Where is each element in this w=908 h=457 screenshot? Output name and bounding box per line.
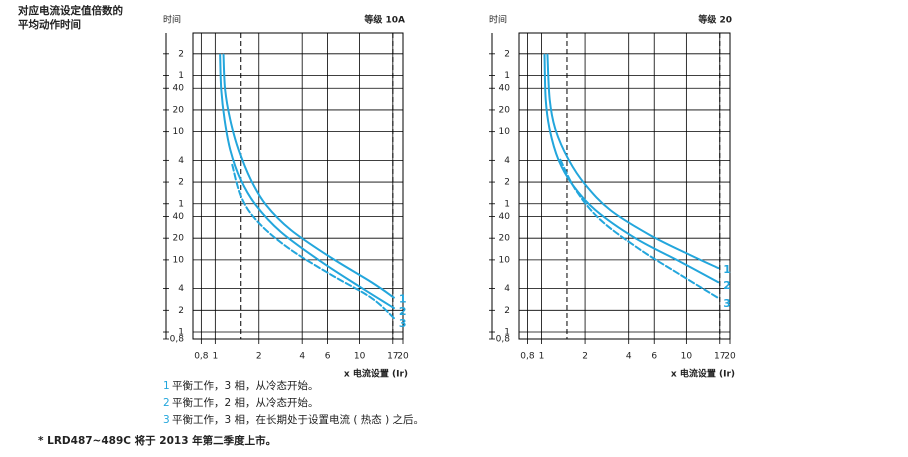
- legend-number: 3: [163, 414, 170, 426]
- curve-label: 1: [723, 263, 731, 276]
- y-tick-label: 4: [504, 156, 510, 166]
- chart-title: 等级 20: [697, 14, 732, 26]
- x-tick-label: 2: [256, 352, 262, 362]
- y-tick-label: 10: [499, 127, 511, 137]
- y-tick-label: 1: [504, 71, 510, 81]
- y-tick-label: 4: [504, 284, 510, 294]
- y-tick-label: 2: [504, 306, 510, 316]
- x-tick-label: 10: [354, 352, 366, 362]
- x-tick-label: 1: [212, 352, 218, 362]
- y-tick-label: 1: [178, 199, 184, 209]
- y-tick-label: 20: [173, 105, 185, 115]
- y-axis-label: 时间: [163, 14, 181, 26]
- y-tick-label: 40: [173, 212, 185, 222]
- y-tick-label: 0,8: [496, 335, 511, 345]
- heading-line: 对应电流设定值倍数的: [18, 4, 123, 17]
- y-tick-label: 2: [504, 178, 510, 188]
- x-tick-label: 2: [582, 352, 588, 362]
- heading-line: 平均动作时间: [18, 18, 81, 31]
- y-tick-label: 40: [499, 84, 511, 94]
- y-tick-label: 1: [178, 71, 184, 81]
- legend-text: 平衡工作，2 相，从冷态开始。: [172, 396, 319, 409]
- x-tick-label: 17: [387, 352, 398, 362]
- y-tick-label: 2: [178, 306, 184, 316]
- x-tick-label: 0,8: [520, 352, 535, 362]
- y-tick-label: 4: [178, 156, 184, 166]
- curve: [222, 53, 395, 299]
- chart-title: 等级 10A: [363, 14, 405, 26]
- legend-number: 2: [163, 397, 170, 409]
- x-tick-label: 0,8: [194, 352, 209, 362]
- y-tick-label: 10: [173, 255, 185, 265]
- curve-label: 3: [723, 297, 731, 310]
- curve-label: 3: [399, 317, 407, 330]
- y-tick-label: 20: [173, 234, 185, 244]
- x-tick-label: 4: [626, 352, 632, 362]
- plot-frame: [192, 32, 404, 340]
- y-tick-label: 10: [173, 127, 185, 137]
- plot-frame: [518, 32, 731, 340]
- x-tick-label: 4: [299, 352, 305, 362]
- y-axis-label: 时间: [489, 14, 507, 26]
- y-tick-label: 0,8: [170, 335, 185, 345]
- y-tick-label: 40: [499, 212, 511, 222]
- x-tick-label: 20: [724, 352, 736, 362]
- legend-number: 1: [163, 380, 170, 392]
- y-tick-label: 2: [504, 49, 510, 59]
- curve: [543, 53, 720, 284]
- y-tick-label: 10: [499, 255, 511, 265]
- x-tick-label: 6: [325, 352, 331, 362]
- y-tick-label: 1: [178, 328, 184, 338]
- x-tick-label: 10: [681, 352, 693, 362]
- curve: [219, 53, 395, 310]
- y-tick-label: 20: [499, 234, 511, 244]
- curve-label: 1: [399, 293, 407, 306]
- footnote: * LRD487~489C 将于 2013 年第二季度上市。: [38, 434, 276, 447]
- x-tick-label: 6: [651, 352, 657, 362]
- y-tick-label: 40: [173, 84, 185, 94]
- x-axis-label: x 电流设置 (Ir): [671, 368, 735, 380]
- curve: [546, 53, 720, 270]
- x-tick-label: 20: [397, 352, 409, 362]
- curve-label: 2: [723, 279, 731, 292]
- legend-text: 平衡工作，3 相，从冷态开始。: [172, 379, 319, 392]
- x-tick-label: 17: [714, 352, 725, 362]
- x-axis-label: x 电流设置 (Ir): [344, 368, 408, 380]
- curve: [231, 163, 395, 320]
- y-tick-label: 2: [178, 178, 184, 188]
- legend-text: 平衡工作，3 相，在长期处于设置电流 ( 热态 ) 之后。: [172, 413, 424, 426]
- curve: [559, 158, 720, 300]
- y-tick-label: 4: [178, 284, 184, 294]
- y-tick-label: 1: [504, 199, 510, 209]
- y-tick-label: 1: [504, 328, 510, 338]
- y-tick-label: 2: [178, 49, 184, 59]
- x-tick-label: 1: [539, 352, 545, 362]
- curve-label: 2: [399, 305, 407, 318]
- y-tick-label: 20: [499, 105, 511, 115]
